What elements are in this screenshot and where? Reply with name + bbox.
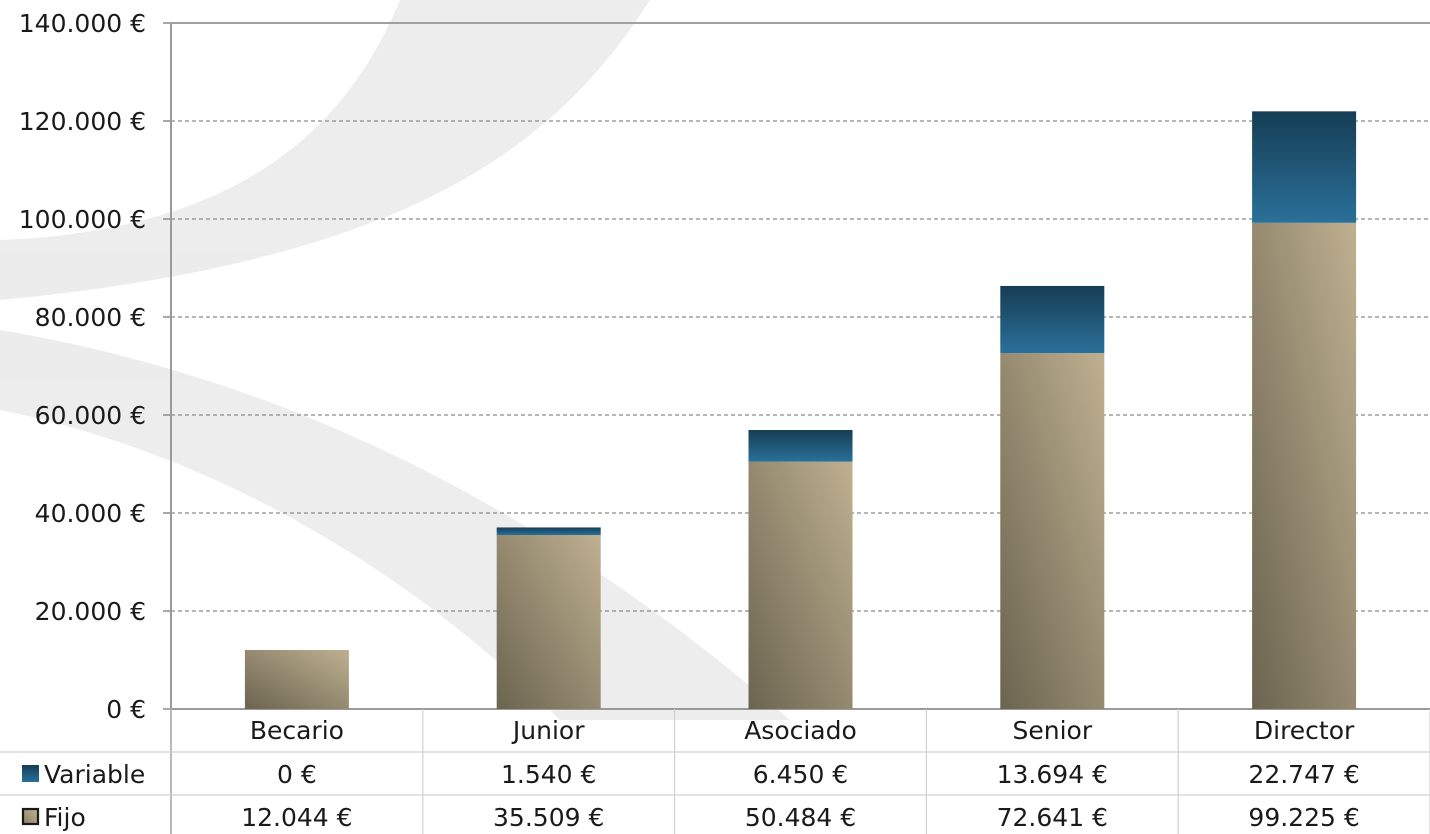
x-category-label: Director (1254, 716, 1355, 745)
data-table: Becario Junior Asociado Senior Director Varia… (0, 709, 1430, 834)
y-tick-label: 120.000 € (19, 107, 146, 136)
bar-variable-junior (496, 527, 601, 536)
x-category-label: Becario (250, 716, 344, 745)
y-tick-label: 0 € (106, 695, 146, 724)
x-category-label: Asociado (744, 716, 857, 745)
data-label-fijo: 50.484 € (745, 803, 856, 832)
y-tick-label: 60.000 € (35, 401, 146, 430)
y-tick-label: 40.000 € (35, 499, 146, 528)
data-label-fijo: 35.509 € (493, 803, 604, 832)
data-label-variable: 6.450 € (753, 760, 848, 789)
bar-fijo-asociado (748, 461, 853, 709)
data-label-fijo: 72.641 € (997, 803, 1108, 832)
data-label-variable: 13.694 € (997, 760, 1108, 789)
x-category-label: Junior (511, 716, 585, 745)
bar-variable-asociado (748, 430, 853, 462)
y-tick-label: 20.000 € (35, 597, 146, 626)
bar-variable-senior (1000, 285, 1105, 354)
data-label-variable: 22.747 € (1248, 760, 1359, 789)
data-label-variable: 0 € (277, 760, 317, 789)
bar-fijo-junior (496, 535, 601, 709)
y-tick-label: 140.000 € (19, 9, 146, 38)
gridlines (171, 22, 1430, 612)
bar-fijo-director (1252, 222, 1357, 710)
y-tick-label: 80.000 € (35, 303, 146, 332)
series-name-variable: Variable (44, 760, 145, 789)
series-name-fijo: Fijo (44, 803, 86, 832)
y-tick-label: 100.000 € (19, 205, 146, 234)
y-tick-labels: 0 € 20.000 € 40.000 € 60.000 € 80.000 € 100.0… (19, 9, 146, 724)
bars (244, 111, 1357, 710)
legend-swatch-variable (22, 765, 39, 782)
bar-variable-director (1252, 111, 1357, 223)
bar-fijo-senior (1000, 353, 1105, 709)
data-label-variable: 1.540 € (501, 760, 596, 789)
bar-fijo-becario (244, 649, 349, 709)
legend-swatch-fijo (21, 807, 40, 826)
x-category-label: Senior (1012, 716, 1092, 745)
data-label-fijo: 12.044 € (241, 803, 352, 832)
data-label-fijo: 99.225 € (1248, 803, 1359, 832)
